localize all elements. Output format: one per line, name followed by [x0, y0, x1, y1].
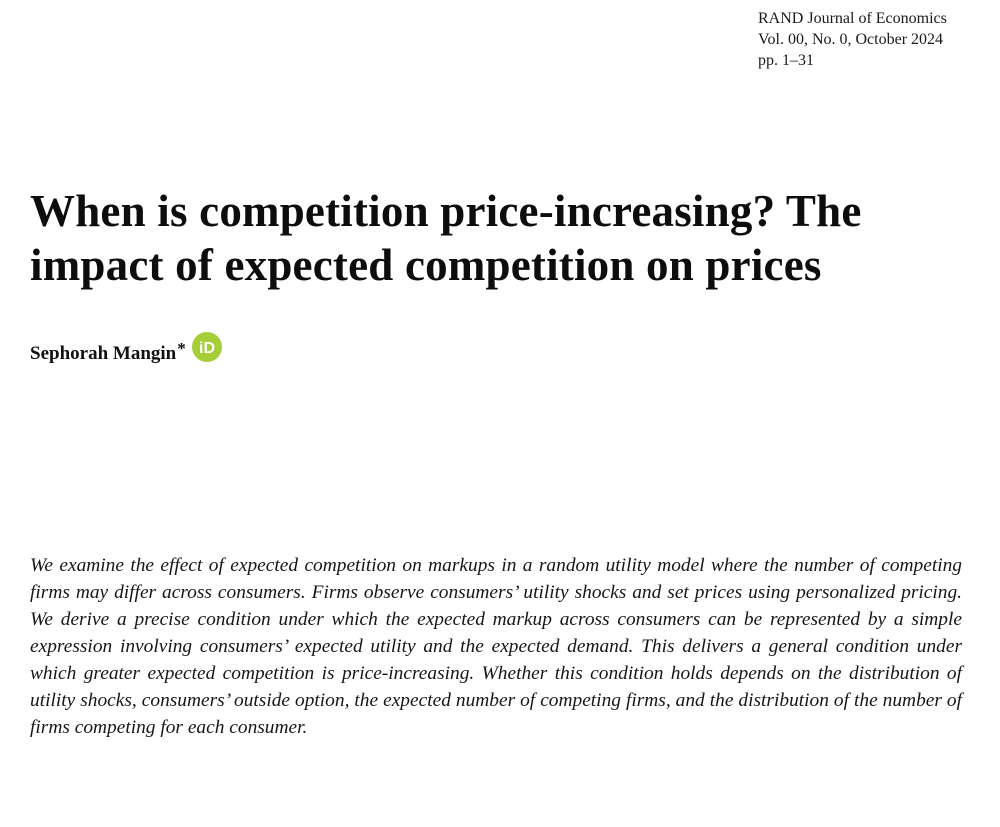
author-line: Sephorah Mangin * iD: [30, 330, 222, 365]
journal-header: RAND Journal of Economics Vol. 00, No. 0…: [758, 8, 994, 71]
orcid-icon-graphic: iD: [191, 332, 222, 362]
orcid-icon-label: iD: [199, 340, 215, 357]
journal-volume: Vol. 00, No. 0, October 2024: [758, 31, 944, 48]
journal-name: RAND Journal of Economics: [758, 10, 947, 27]
journal-pages: pp. 1–31: [758, 52, 814, 69]
author-footnote-mark: *: [177, 339, 186, 358]
author-name: Sephorah Mangin: [30, 343, 177, 364]
article-title: When is competition price-increasing? Th…: [30, 186, 862, 290]
orcid-icon[interactable]: iD: [191, 332, 222, 362]
abstract: We examine the effect of expected compet…: [30, 555, 962, 738]
